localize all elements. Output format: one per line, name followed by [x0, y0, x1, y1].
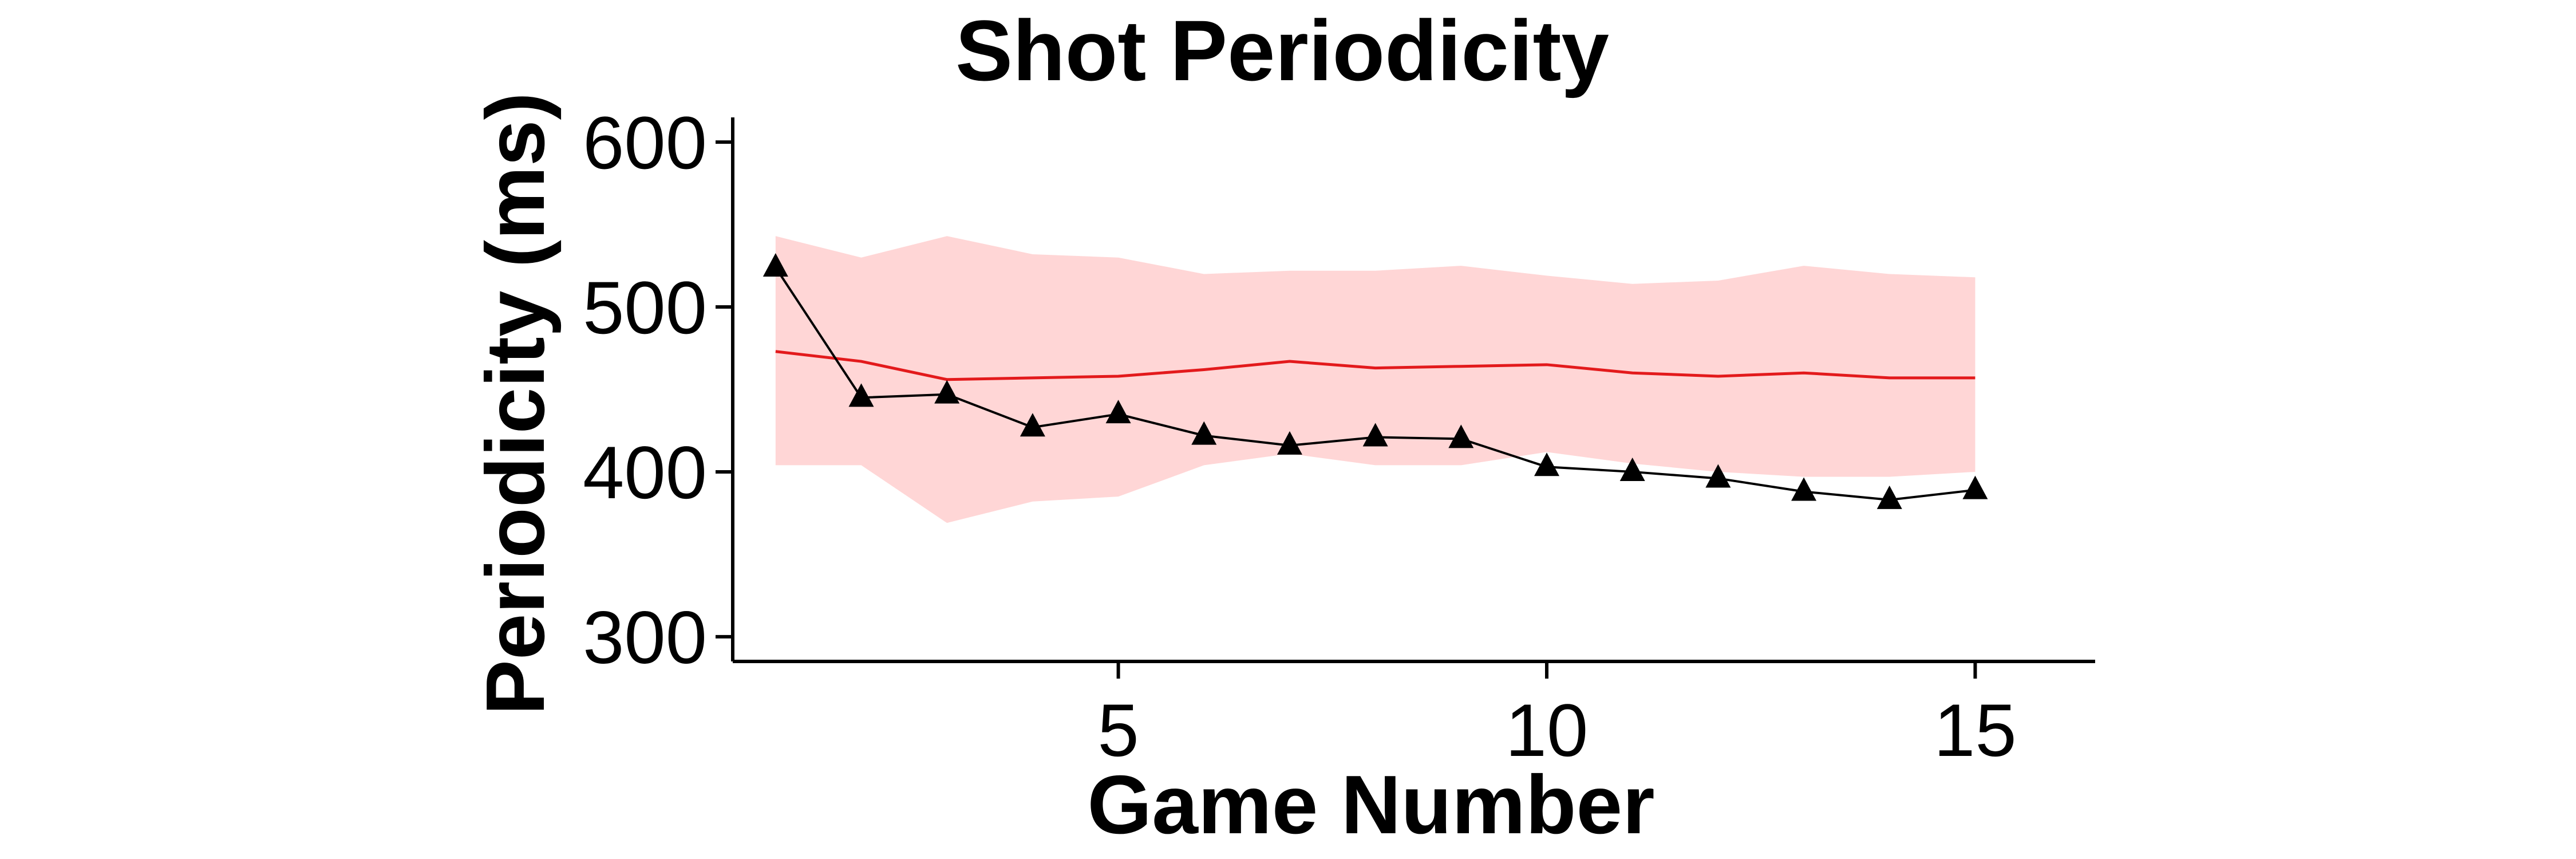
y-tick-label: 400	[583, 431, 707, 514]
reference-band-layer	[775, 236, 1976, 523]
observed-point	[1962, 475, 1988, 499]
reference-mean-line	[775, 350, 1976, 381]
x-tick-label: 5	[1097, 688, 1139, 772]
observed-series-layer	[762, 253, 1988, 509]
x-axis-label: Game Number	[1087, 758, 1654, 851]
observed-point	[1791, 477, 1817, 501]
observed-point	[1277, 431, 1302, 455]
observed-point	[1020, 413, 1045, 437]
observed-point	[1362, 423, 1388, 447]
y-tick-label: 600	[583, 101, 707, 184]
observed-point	[848, 383, 874, 407]
x-tick-label: 10	[1506, 688, 1589, 772]
reference-band	[775, 236, 1976, 523]
y-tick-label: 500	[583, 266, 707, 349]
chart-title: Shot Periodicity	[955, 2, 1609, 98]
observed-point	[1534, 452, 1560, 476]
observed-point	[1705, 464, 1731, 488]
y-tick-label: 300	[583, 596, 707, 679]
observed-point	[762, 253, 788, 277]
x-tick-label: 15	[1934, 688, 2017, 772]
y-axis-label: Periodicity (ms)	[469, 92, 562, 715]
x-axis-ticks: 5 10 15	[1097, 661, 2017, 772]
observed-point	[1448, 424, 1474, 448]
y-axis-ticks: 300 400 500 600	[583, 101, 733, 679]
observed-point	[1191, 421, 1217, 445]
reference-mean-layer	[775, 350, 1976, 381]
observed-point	[934, 380, 960, 404]
observed-point	[1105, 400, 1131, 424]
observed-point	[1876, 485, 1902, 509]
observed-point	[1619, 457, 1645, 481]
plot-area	[762, 236, 1988, 523]
